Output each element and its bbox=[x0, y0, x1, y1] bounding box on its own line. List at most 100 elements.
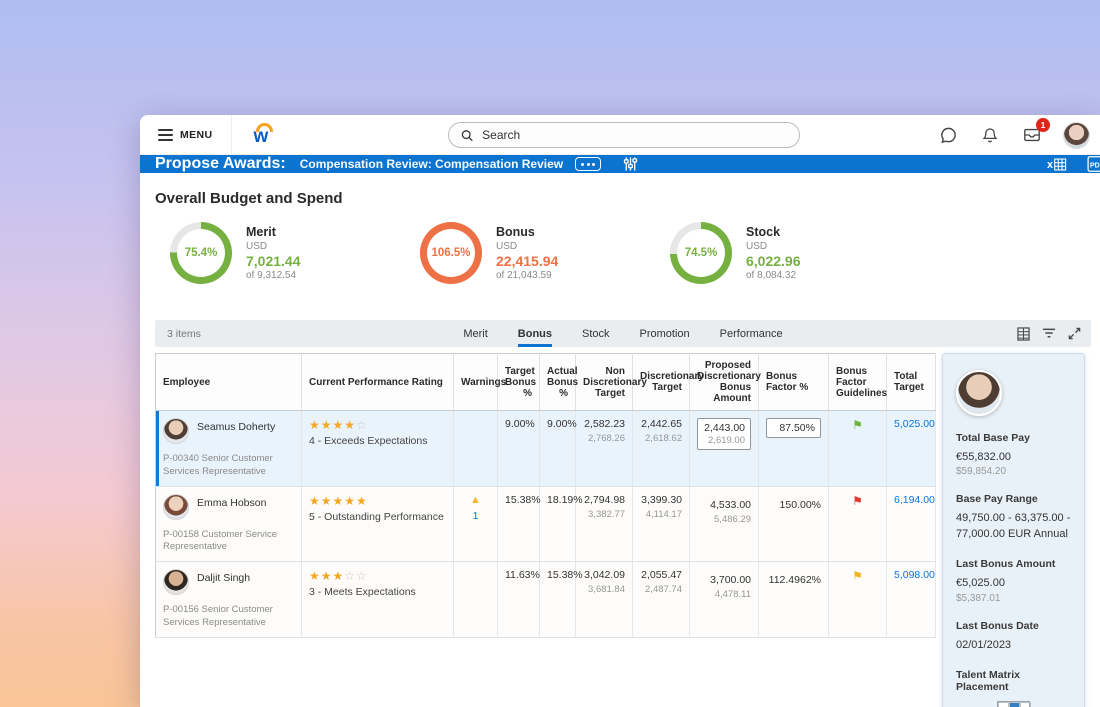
last-bonus-amount-value: €5,025.00 bbox=[956, 577, 1005, 590]
employee-position: P-00156 Senior Customer Services Represe… bbox=[163, 604, 273, 629]
tabs: Merit Bonus Stock Promotion Performance bbox=[463, 320, 783, 347]
col-bonus-factor-guidelines[interactable]: Bonus Factor Guidelines bbox=[828, 353, 887, 411]
col-bonus-factor-pct[interactable]: Bonus Factor % bbox=[758, 353, 829, 411]
last-bonus-amount-secondary: $5,387.01 bbox=[956, 592, 1001, 604]
total-target-link[interactable]: 6,194.00 bbox=[894, 493, 935, 506]
table-row[interactable]: Emma Hobson P-00158 Customer Service Rep… bbox=[155, 486, 936, 563]
employee-name[interactable]: Seamus Doherty bbox=[197, 421, 276, 433]
total-target-link[interactable]: 5,025.00 bbox=[894, 418, 935, 430]
col-current-performance-rating[interactable]: Current Performance Rating bbox=[301, 353, 454, 411]
notifications-bell-icon[interactable] bbox=[979, 124, 1001, 146]
filter-icon[interactable] bbox=[1042, 327, 1056, 340]
logo-letter: w bbox=[253, 125, 269, 147]
total-target-link[interactable]: 5,098.00 bbox=[894, 569, 935, 582]
last-bonus-date-label: Last Bonus Date bbox=[956, 619, 1039, 632]
profile-avatar[interactable] bbox=[1063, 121, 1090, 149]
talent-matrix-label: Talent Matrix Placement bbox=[956, 668, 1020, 693]
rating-label: 5 - Outstanding Performance bbox=[309, 510, 444, 523]
bonus-factor-pct: 112.4962% bbox=[758, 561, 829, 638]
stock-amount: 6,022.96 bbox=[746, 253, 801, 269]
proposed-bonus-converted: 5,486.29 bbox=[714, 513, 751, 525]
pdf-label: PDF bbox=[1090, 161, 1100, 170]
page-title: Propose Awards: bbox=[155, 155, 286, 172]
app-window: MENU w 1 Propose Awards: Compen bbox=[140, 114, 1100, 707]
items-count: 3 items bbox=[167, 327, 201, 340]
tab-promotion[interactable]: Promotion bbox=[639, 327, 690, 340]
stock-currency: USD bbox=[746, 241, 768, 252]
stock-label: Stock bbox=[746, 225, 781, 239]
export-pdf-icon[interactable]: PDF bbox=[1087, 155, 1100, 173]
panel-employee-avatar bbox=[956, 370, 1002, 416]
col-non-discretionary-target[interactable]: Non Discretionary Target bbox=[575, 353, 647, 411]
rating-stars-filled: ★★★ bbox=[309, 569, 345, 584]
non-discretionary-target-converted: 3,382.77 bbox=[588, 508, 625, 520]
topbar-actions: 1 bbox=[937, 115, 1090, 155]
proposed-bonus-converted: 4,478.11 bbox=[714, 589, 751, 601]
col-proposed-discretionary-bonus-amount[interactable]: Proposed Discretionary Bonus Amount bbox=[689, 353, 761, 411]
employee-avatar[interactable] bbox=[163, 569, 189, 596]
tab-bonus[interactable]: Bonus bbox=[517, 320, 553, 347]
last-bonus-date-value: 02/01/2023 bbox=[956, 638, 1012, 651]
non-discretionary-target: 3,042.09 bbox=[584, 569, 625, 582]
guideline-flag-icon: ⚑ bbox=[852, 493, 863, 508]
search-bar[interactable] bbox=[448, 122, 800, 148]
search-icon bbox=[461, 129, 473, 141]
search-input[interactable] bbox=[482, 128, 787, 142]
col-actual-bonus-pct[interactable]: Actual Bonus % bbox=[539, 353, 578, 411]
non-discretionary-target-converted: 3,681.84 bbox=[588, 584, 625, 596]
bonus-currency: USD bbox=[496, 241, 518, 252]
col-employee[interactable]: Employee bbox=[155, 353, 302, 411]
employee-avatar[interactable] bbox=[163, 418, 189, 444]
employee-name[interactable]: Daljit Singh bbox=[197, 572, 251, 585]
proposed-bonus-input[interactable]: 2,443.00 2,619.00 bbox=[697, 418, 751, 450]
proposed-bonus-amount: 4,533.00 bbox=[710, 498, 751, 511]
talent-matrix-grid-icon bbox=[997, 700, 1031, 707]
bonus-factor-input[interactable] bbox=[766, 418, 821, 438]
actual-bonus-pct: 9.00% bbox=[539, 410, 577, 487]
discretionary-target-converted: 4,114.17 bbox=[645, 508, 682, 520]
non-discretionary-target: 2,794.98 bbox=[584, 493, 625, 506]
tab-merit[interactable]: Merit bbox=[463, 327, 488, 340]
top-navigation-bar: MENU w 1 bbox=[140, 114, 1100, 155]
section-title: Overall Budget and Spend bbox=[155, 190, 343, 207]
chat-icon[interactable] bbox=[937, 124, 959, 146]
bonus-label: Bonus bbox=[496, 225, 535, 239]
total-base-pay-label: Total Base Pay bbox=[956, 432, 1030, 444]
tab-stock[interactable]: Stock bbox=[582, 327, 610, 340]
workday-logo[interactable]: w bbox=[254, 122, 278, 148]
col-discretionary-target[interactable]: Discretionary Target bbox=[632, 353, 704, 411]
export-excel-icon[interactable]: x bbox=[1047, 156, 1067, 173]
compensation-table: Employee Current Performance Rating Warn… bbox=[155, 353, 936, 638]
discretionary-target-converted: 2,618.62 bbox=[645, 433, 682, 444]
col-target-bonus-pct[interactable]: Target Bonus % bbox=[497, 353, 540, 411]
configure-sliders-icon[interactable] bbox=[623, 156, 638, 172]
inbox-icon[interactable]: 1 bbox=[1021, 118, 1050, 146]
table-row[interactable]: Seamus Doherty P-00340 Senior Customer S… bbox=[155, 410, 936, 487]
bonus-amount: 22,415.94 bbox=[496, 253, 559, 269]
rating-label: 4 - Exceeds Expectations bbox=[309, 435, 428, 447]
grid-view-icon[interactable] bbox=[1017, 326, 1030, 341]
employee-avatar[interactable] bbox=[163, 493, 189, 520]
col-warnings[interactable]: Warnings bbox=[453, 353, 506, 411]
warning-count-link[interactable]: 1 bbox=[472, 509, 479, 522]
table-header-row: Employee Current Performance Rating Warn… bbox=[155, 353, 936, 411]
expand-fullscreen-icon[interactable] bbox=[1068, 327, 1081, 340]
employee-detail-panel: Total Base Pay €55,832.00 $59,854.20 Bas… bbox=[942, 353, 1085, 707]
total-base-pay-value: €55,832.00 bbox=[956, 451, 1012, 463]
related-actions-button[interactable] bbox=[575, 157, 602, 171]
merit-donut-chart: 75.4% bbox=[170, 222, 232, 284]
bonus-factor-pct: 150.00% bbox=[758, 486, 829, 563]
tab-performance[interactable]: Performance bbox=[719, 327, 783, 340]
table-row[interactable]: Daljit Singh P-00156 Senior Customer Ser… bbox=[155, 561, 936, 638]
total-base-pay-secondary: $59,854.20 bbox=[956, 466, 1007, 478]
rating-stars-empty: ☆☆ bbox=[344, 569, 368, 584]
menu-button[interactable]: MENU bbox=[140, 115, 231, 154]
page-subtitle: Compensation Review: Compensation Review bbox=[299, 157, 564, 171]
budget-donuts: 75.4% Merit USD 7,021.44 of 9,312.54 106… bbox=[155, 222, 1085, 284]
merit-budget-donut: 75.4% Merit USD 7,021.44 of 9,312.54 bbox=[170, 222, 420, 284]
employee-name[interactable]: Emma Hobson bbox=[197, 496, 267, 509]
non-discretionary-target: 2,582.23 bbox=[584, 418, 625, 430]
col-total-target[interactable]: Total Target bbox=[886, 353, 936, 411]
grid-region: Employee Current Performance Rating Warn… bbox=[155, 353, 1085, 707]
stock-budget-donut: 74.5% Stock USD 6,022.96 of 8,084.32 bbox=[670, 222, 920, 284]
